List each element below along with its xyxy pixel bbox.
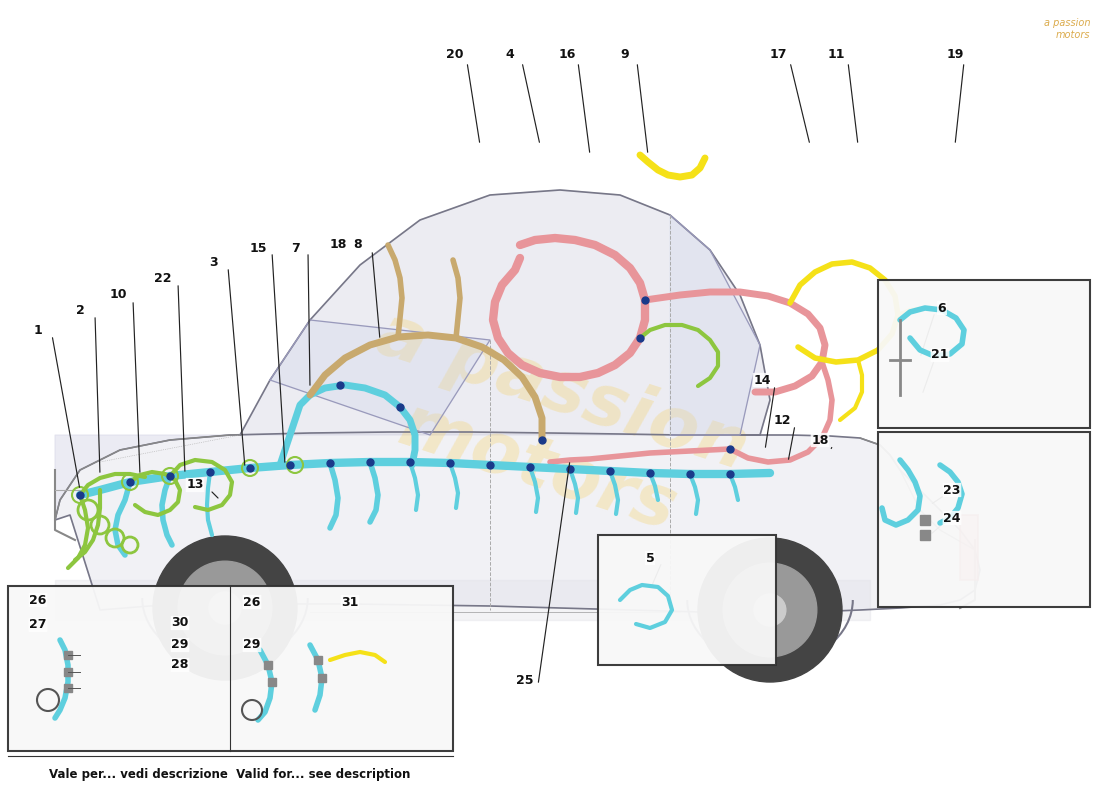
Text: 8: 8 (354, 238, 362, 251)
Text: 1: 1 (34, 323, 43, 337)
Text: 20: 20 (447, 49, 464, 62)
Circle shape (209, 592, 241, 624)
Text: 12: 12 (773, 414, 791, 426)
Circle shape (178, 562, 272, 654)
Text: 21: 21 (932, 349, 948, 362)
Text: 25: 25 (516, 674, 534, 686)
Text: a passion
motors: a passion motors (343, 299, 757, 561)
Text: 18: 18 (329, 238, 346, 251)
Text: 28: 28 (172, 658, 189, 671)
Text: 2: 2 (76, 303, 85, 317)
Polygon shape (270, 320, 490, 435)
Polygon shape (670, 215, 760, 435)
Text: 31: 31 (341, 595, 359, 609)
Polygon shape (240, 190, 770, 435)
Polygon shape (55, 435, 240, 520)
Text: 3: 3 (209, 255, 218, 269)
Text: 7: 7 (290, 242, 299, 254)
Text: 23: 23 (944, 483, 960, 497)
Text: 26: 26 (243, 595, 261, 609)
Text: 11: 11 (827, 49, 845, 62)
Text: 29: 29 (243, 638, 261, 651)
Circle shape (698, 538, 842, 682)
Text: 29: 29 (172, 638, 189, 651)
Text: 22: 22 (154, 271, 172, 285)
FancyBboxPatch shape (878, 280, 1090, 428)
Text: 30: 30 (172, 617, 189, 630)
Text: 24: 24 (944, 511, 960, 525)
Text: 19: 19 (946, 49, 964, 62)
Text: 5: 5 (646, 551, 654, 565)
Circle shape (755, 594, 785, 626)
FancyBboxPatch shape (960, 515, 978, 580)
Text: a passion
motors: a passion motors (1044, 18, 1090, 39)
Circle shape (153, 536, 297, 680)
FancyBboxPatch shape (878, 432, 1090, 607)
Polygon shape (55, 432, 980, 612)
Text: 17: 17 (769, 49, 786, 62)
Text: 4: 4 (506, 49, 515, 62)
Text: Vale per... vedi descrizione  Valid for... see description: Vale per... vedi descrizione Valid for..… (50, 768, 410, 781)
Text: 27: 27 (30, 618, 46, 631)
Text: 9: 9 (620, 49, 629, 62)
FancyBboxPatch shape (8, 586, 453, 751)
FancyBboxPatch shape (598, 535, 776, 665)
Text: 10: 10 (109, 289, 126, 302)
Text: 13: 13 (186, 478, 204, 491)
Text: 16: 16 (559, 49, 575, 62)
Text: 26: 26 (30, 594, 46, 606)
Circle shape (723, 563, 817, 657)
Text: 18: 18 (812, 434, 828, 446)
Text: 14: 14 (754, 374, 771, 386)
Text: 15: 15 (250, 242, 266, 254)
Text: 6: 6 (937, 302, 946, 314)
